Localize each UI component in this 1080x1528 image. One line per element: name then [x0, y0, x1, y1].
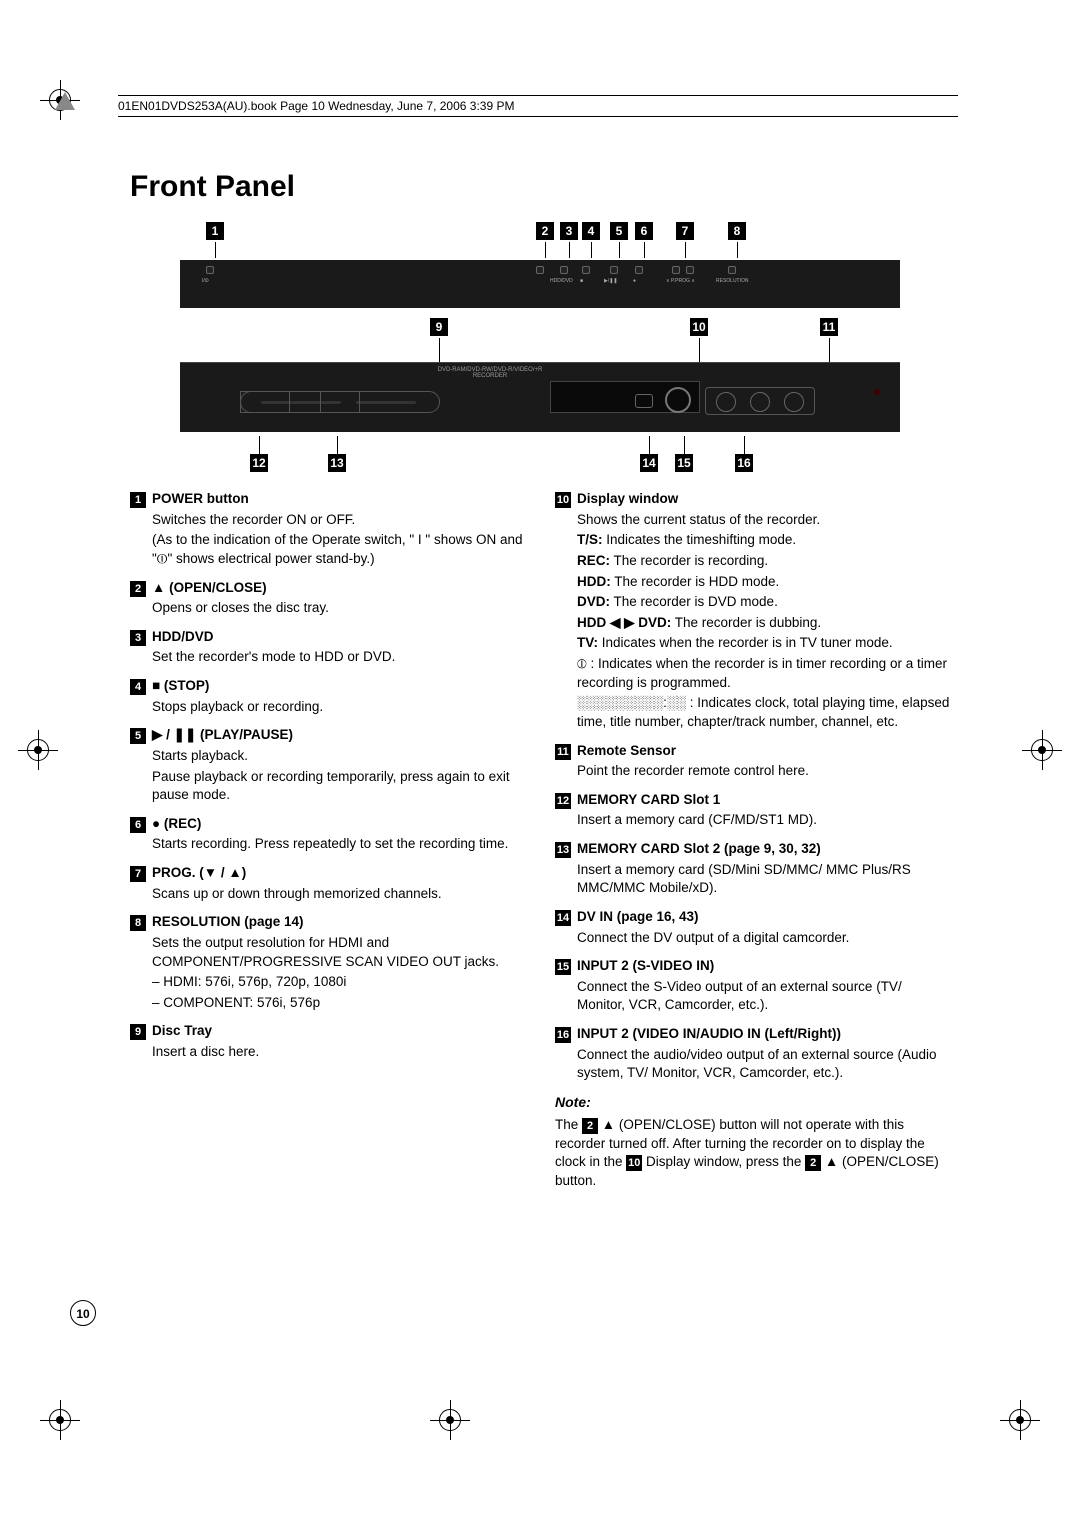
desc-item-5: 5▶ / ❚❚ (PLAY/PAUSE)Starts playback.Paus…	[130, 726, 525, 805]
svideo-port-icon	[665, 387, 691, 413]
panel-logo-text: DVD-RAM/DVD-RW/DVD-R/VIDEO/+R RECORDER	[430, 367, 550, 379]
desc-item-6: 6● (REC)Starts recording. Press repeated…	[130, 815, 525, 854]
desc-item-2: 2▲ (OPEN/CLOSE)Opens or closes the disc …	[130, 579, 525, 618]
callout-3: 3	[560, 222, 578, 258]
desc-item-9: 9Disc TrayInsert a disc here.	[130, 1022, 525, 1061]
crop-mark-icon	[1000, 1400, 1040, 1440]
remote-sensor-icon	[874, 389, 880, 395]
av-port-group-icon	[705, 387, 815, 415]
desc-item-1: 1POWER buttonSwitches the recorder ON or…	[130, 490, 525, 569]
crop-mark-icon	[1022, 730, 1062, 770]
resolution-label: RESOLUTION	[716, 278, 749, 284]
callout-10: 10	[690, 318, 708, 366]
desc-item-12: 12MEMORY CARD Slot 1Insert a memory card…	[555, 791, 950, 830]
desc-item-11: 11Remote SensorPoint the recorder remote…	[555, 742, 950, 781]
callout-6: 6	[635, 222, 653, 258]
left-column: 1POWER buttonSwitches the recorder ON or…	[130, 490, 525, 1191]
callout-2: 2	[536, 222, 554, 258]
page-title: Front Panel	[130, 170, 950, 204]
crop-mark-icon	[18, 730, 58, 770]
memory-slot-1-icon	[240, 391, 290, 413]
callout-14: 14	[640, 434, 658, 472]
desc-item-3: 3HDD/DVDSet the recorder's mode to HDD o…	[130, 628, 525, 667]
callout-16: 16	[735, 434, 753, 472]
callout-11: 11	[820, 318, 838, 366]
callout-15: 15	[675, 434, 693, 472]
front-panel-diagram: 12345678 I/⏼ HDD/DVD ■ ▶/❚❚ ● ∨ P.PROG ∧…	[130, 222, 950, 472]
page-body: Front Panel 12345678 I/⏼ HDD/DVD ■ ▶/❚❚ …	[130, 170, 950, 1191]
callout-7: 7	[676, 222, 694, 258]
memory-slot-2-icon	[320, 391, 360, 413]
prog-label: ∨ P.PROG ∧	[666, 278, 695, 284]
stop-label: ■	[580, 278, 583, 284]
rec-label: ●	[633, 278, 636, 284]
desc-item-8: 8RESOLUTION (page 14)Sets the output res…	[130, 913, 525, 1012]
book-meta-header: 01EN01DVDS253A(AU).book Page 10 Wednesda…	[118, 95, 958, 117]
desc-item-14: 14DV IN (page 16, 43)Connect the DV outp…	[555, 908, 950, 947]
callout-5: 5	[610, 222, 628, 258]
desc-item-15: 15INPUT 2 (S-VIDEO IN)Connect the S-Vide…	[555, 957, 950, 1015]
callout-9: 9	[430, 318, 448, 366]
desc-item-10: 10Display windowShows the current status…	[555, 490, 950, 732]
crop-mark-icon	[40, 1400, 80, 1440]
panel-top-strip: I/⏼ HDD/DVD ■ ▶/❚❚ ● ∨ P.PROG ∧ RESOLUTI…	[180, 260, 900, 308]
callout-1: 1	[206, 222, 224, 258]
desc-item-13: 13MEMORY CARD Slot 2 (page 9, 30, 32)Ins…	[555, 840, 950, 898]
hdd-dvd-label: HDD/DVD	[550, 278, 573, 284]
desc-item-16: 16INPUT 2 (VIDEO IN/AUDIO IN (Left/Right…	[555, 1025, 950, 1083]
description-columns: 1POWER buttonSwitches the recorder ON or…	[130, 490, 950, 1191]
callout-13: 13	[328, 434, 346, 472]
power-label: I/⏼	[202, 278, 209, 284]
page-number: 10	[70, 1300, 96, 1326]
callout-12: 12	[250, 434, 268, 472]
callout-8: 8	[728, 222, 746, 258]
crop-mark-icon	[430, 1400, 470, 1440]
desc-item-4: 4■ (STOP)Stops playback or recording.	[130, 677, 525, 716]
note-body: The 2 ▲ (OPEN/CLOSE) button will not ope…	[555, 1116, 950, 1191]
book-marker-icon	[55, 92, 75, 110]
callout-4: 4	[582, 222, 600, 258]
panel-bottom-strip: DVD-RAM/DVD-RW/DVD-R/VIDEO/+R RECORDER	[180, 362, 900, 432]
right-column: 10Display windowShows the current status…	[555, 490, 950, 1191]
dv-in-port-icon	[635, 394, 653, 408]
note-heading: Note:	[555, 1093, 950, 1112]
play-label: ▶/❚❚	[604, 278, 618, 284]
desc-item-7: 7PROG. (▼ / ▲)Scans up or down through m…	[130, 864, 525, 903]
